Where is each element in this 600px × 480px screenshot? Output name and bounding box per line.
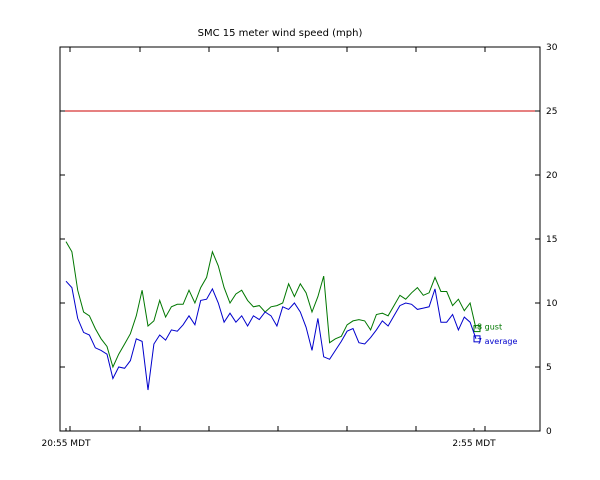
series-line-gust <box>65 241 477 369</box>
end-label-gust: 8 gust <box>477 323 502 332</box>
x-axis: 20:55 MDT 2:55 MDT <box>42 47 496 449</box>
chart-title: SMC 15 meter wind speed (mph) <box>198 28 363 39</box>
y-tick-label: 15 <box>546 235 557 245</box>
series-group: 8 gust 7 average <box>65 241 517 391</box>
y-tick-label: 10 <box>546 299 558 309</box>
y-tick-label: 25 <box>546 107 557 117</box>
end-marker-average <box>473 335 481 343</box>
y-tick-label: 0 <box>546 427 552 437</box>
end-marker-gust <box>473 325 481 333</box>
y-tick-label: 20 <box>546 171 558 181</box>
plot-frame <box>59 46 541 432</box>
y-tick-label: 30 <box>546 43 558 53</box>
y-tick-label: 5 <box>546 363 552 373</box>
end-label-average: 7 average <box>477 337 517 346</box>
x-tick-label: 2:55 MDT <box>452 439 496 449</box>
series-line-average <box>65 280 477 391</box>
y-axis: 0 5 10 15 20 25 30 <box>60 43 558 437</box>
x-tick-label: 20:55 MDT <box>42 439 91 449</box>
